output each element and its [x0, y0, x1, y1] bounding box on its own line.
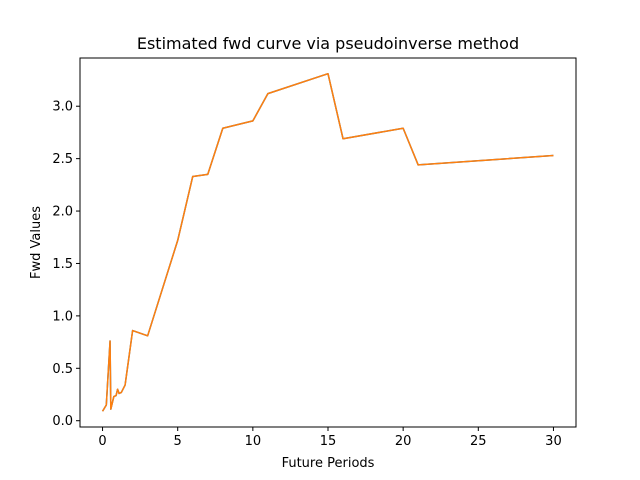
x-tick-label: 30 — [545, 434, 562, 449]
y-tick-label: 1.0 — [52, 309, 73, 324]
x-tick-label: 20 — [395, 434, 412, 449]
y-tick-label: 0.0 — [52, 414, 73, 429]
x-tick-label: 15 — [320, 434, 337, 449]
series-line-1 — [101, 72, 554, 412]
x-tick-label: 25 — [470, 434, 487, 449]
x-axis-label: Future Periods — [282, 456, 375, 471]
x-tick-label: 10 — [245, 434, 262, 449]
y-axis-label: Fwd Values — [29, 206, 44, 279]
ticks-layer: 0 5 10 15 20 25 30 0.0 0.5 1.0 1.5 2.0 2.5 3.0 — [52, 100, 561, 449]
y-tick-label: 2.5 — [52, 152, 73, 167]
y-tick-label: 2.0 — [52, 205, 73, 220]
x-tick-label: 5 — [174, 434, 182, 449]
y-tick-label: 0.5 — [52, 362, 73, 377]
x-tick-label: 0 — [98, 434, 106, 449]
series-layer — [101, 72, 554, 412]
chart-title: Estimated fwd curve via pseudoinverse me… — [137, 34, 519, 53]
y-tick-label: 1.5 — [52, 257, 73, 272]
y-tick-label: 3.0 — [52, 100, 73, 115]
plot-frame — [79, 57, 577, 428]
